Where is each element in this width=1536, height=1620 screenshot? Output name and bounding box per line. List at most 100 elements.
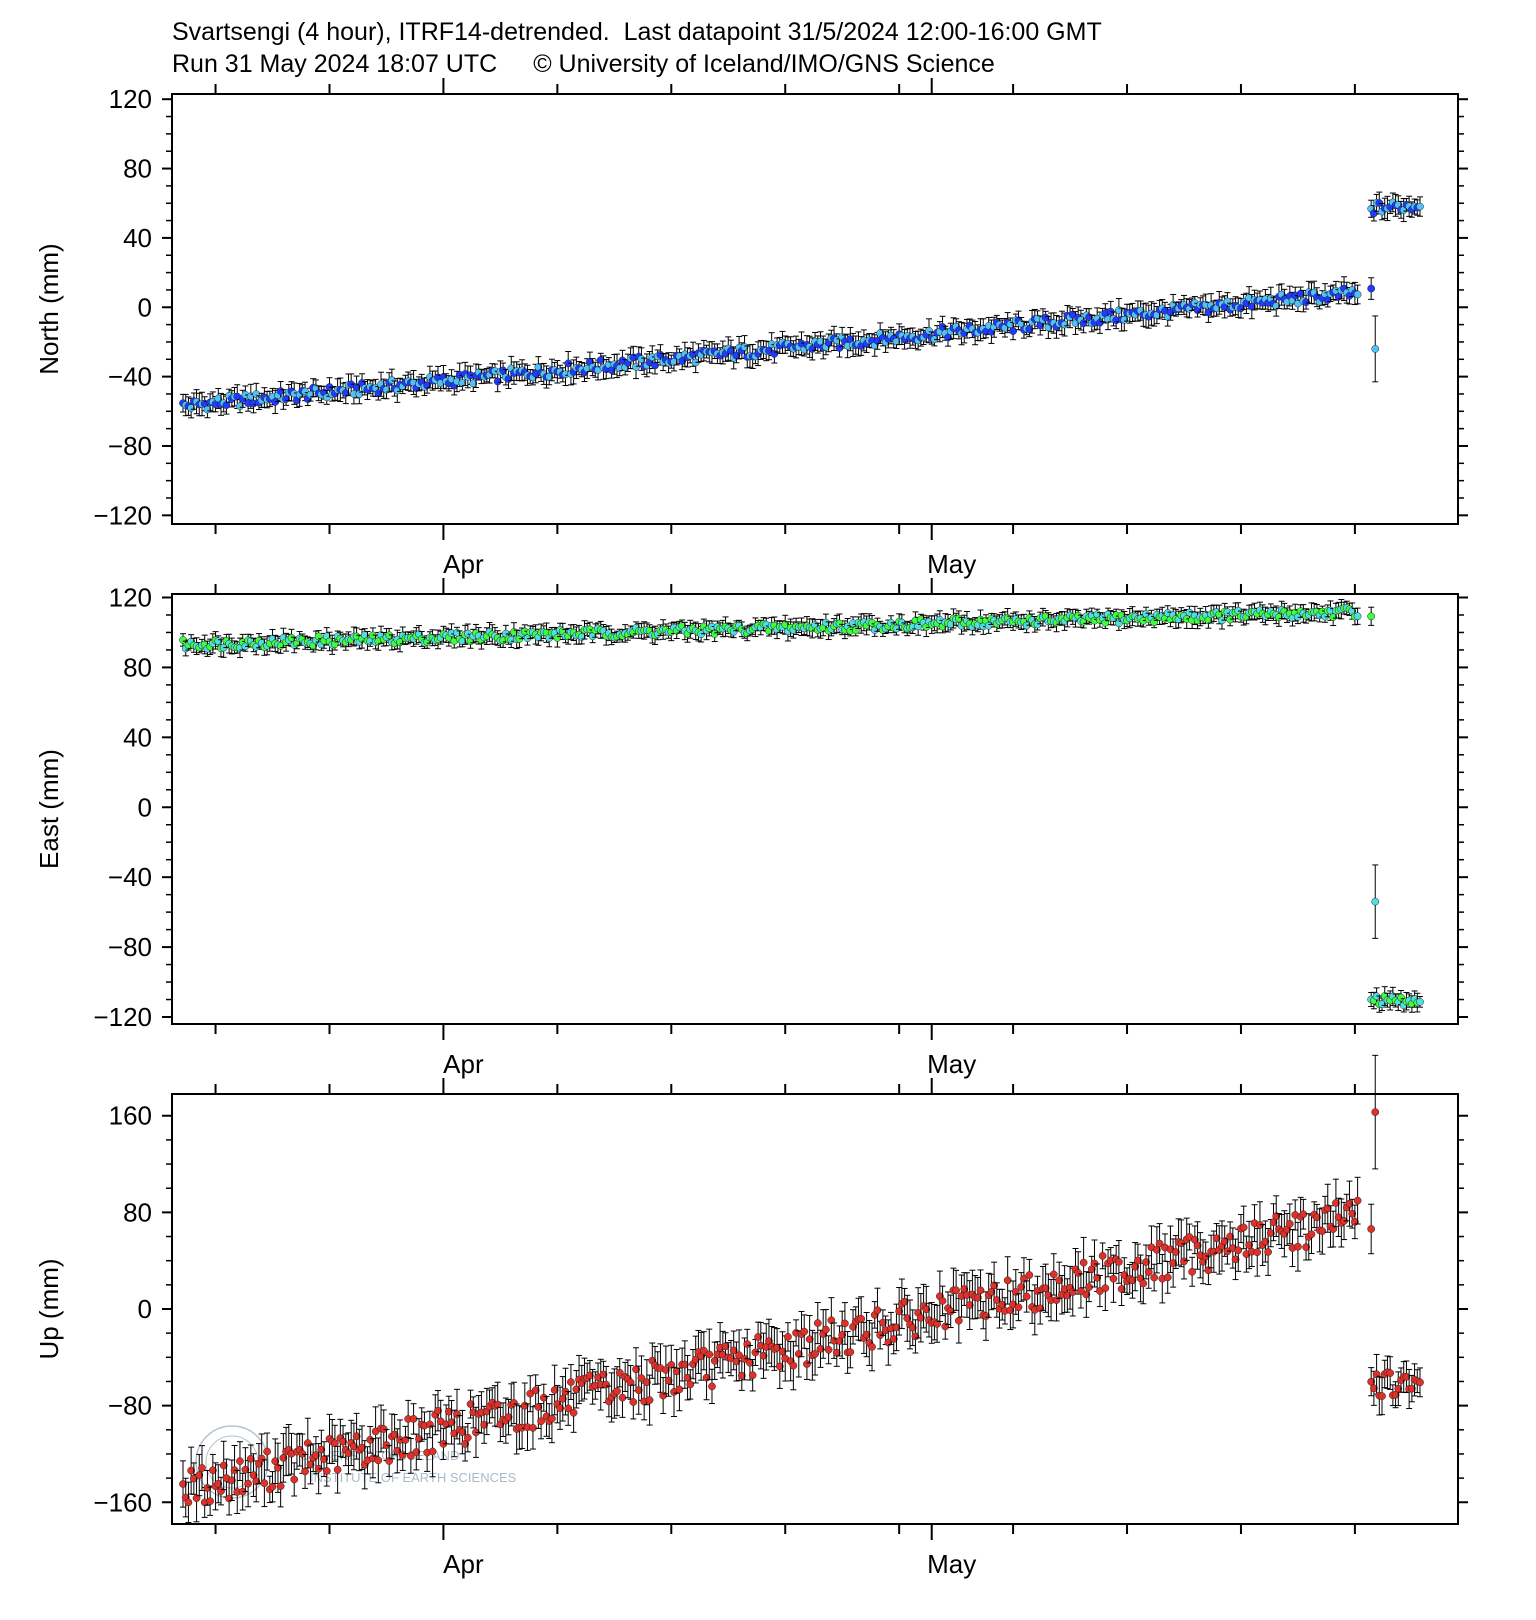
data-point <box>686 1380 695 1389</box>
data-point <box>813 1319 822 1327</box>
y-tick-label: 40 <box>123 223 152 253</box>
data-point <box>312 1451 320 1460</box>
data-point <box>1302 298 1310 307</box>
y-axis-title: East (mm) <box>34 749 64 869</box>
y-tick-label: 80 <box>123 652 152 682</box>
header-title-line: Svartsengi (4 hour), ITRF14-detrended. L… <box>172 18 1102 46</box>
data-point <box>184 1498 193 1507</box>
data-point <box>198 1464 206 1472</box>
data-point <box>244 1479 252 1488</box>
data-point <box>252 1477 261 1486</box>
data-point <box>740 343 749 351</box>
x-tick-label: May <box>927 549 976 579</box>
data-point <box>656 350 665 359</box>
data-point <box>857 1314 866 1323</box>
data-point <box>846 1348 855 1356</box>
plot-frame <box>171 593 1459 1025</box>
y-tick-label: 0 <box>138 292 152 322</box>
data-point <box>306 1460 315 1469</box>
y-tick-label: 160 <box>109 1101 152 1131</box>
data-point <box>548 1414 556 1423</box>
data-point <box>643 1378 651 1387</box>
data-point <box>463 1433 472 1442</box>
data-point <box>444 1407 453 1416</box>
data-point <box>298 1449 307 1458</box>
data-point <box>615 1368 624 1377</box>
data-point <box>634 1386 643 1395</box>
y-tick-label: 120 <box>109 582 152 612</box>
data-point <box>822 618 830 627</box>
data-point <box>331 640 339 649</box>
data-point <box>214 1479 223 1488</box>
data-point <box>699 1346 708 1355</box>
data-point <box>206 1497 214 1506</box>
data-point <box>678 357 686 365</box>
data-point <box>556 1404 564 1413</box>
data-point <box>352 383 361 391</box>
data-point <box>1416 997 1424 1006</box>
data-point <box>705 1350 714 1359</box>
y-tick-label: 80 <box>123 154 152 184</box>
data-point <box>735 1351 743 1360</box>
data-point <box>537 1417 545 1426</box>
data-point <box>407 1452 415 1460</box>
y-tick-label: −120 <box>93 500 152 530</box>
data-point <box>759 1351 768 1360</box>
data-point <box>841 1319 849 1328</box>
data-point <box>1397 993 1405 1002</box>
panel-east: 120 80 40 0 −40 −80 −120 Apr May East (mm) <box>34 578 1468 1079</box>
data-point <box>358 1443 366 1452</box>
outlier-point <box>1371 345 1380 353</box>
data-point <box>751 1348 760 1357</box>
data-point <box>632 363 640 371</box>
data-point <box>393 1446 402 1455</box>
data-point <box>260 1479 269 1488</box>
panel-up: 160 80 0 −80 −160 Apr May Up (mm) <box>34 1054 1468 1579</box>
data-point <box>374 1456 383 1465</box>
data-point <box>279 1454 288 1462</box>
x-tick-label: Apr <box>443 1549 484 1579</box>
data-point <box>366 1435 375 1444</box>
data-point <box>822 1325 830 1334</box>
data-point <box>219 1461 228 1470</box>
data-point <box>531 1386 540 1395</box>
data-point <box>662 1366 670 1374</box>
data-point <box>236 402 244 411</box>
data-point <box>667 1360 676 1369</box>
data-point <box>892 337 901 346</box>
y-tick-label: 80 <box>123 1197 152 1227</box>
data-point <box>276 1482 285 1490</box>
data-point <box>352 1432 361 1441</box>
y-tick-label: −40 <box>108 862 152 892</box>
y-tick-label: 120 <box>109 84 152 114</box>
data-point <box>317 1445 326 1454</box>
y-tick-label: 0 <box>138 1294 152 1324</box>
data-point <box>412 1448 421 1456</box>
data-point <box>737 1371 746 1380</box>
data-point <box>895 1307 904 1316</box>
data-point <box>350 1442 358 1451</box>
data-point <box>754 1333 762 1341</box>
data-point <box>892 1323 901 1332</box>
data-point <box>729 1346 738 1355</box>
data-point <box>271 1457 280 1466</box>
data-point <box>195 1471 204 1479</box>
data-point <box>708 1382 716 1391</box>
data-point <box>187 1466 195 1475</box>
x-tick-label: Apr <box>443 549 484 579</box>
x-tick-label: May <box>927 1549 976 1579</box>
data-point <box>1416 202 1424 211</box>
y-tick-label: −80 <box>108 1391 152 1421</box>
copyright-text: © University of Iceland/IMO/GNS Science <box>533 50 995 78</box>
data-point <box>637 1374 646 1382</box>
data-point <box>922 1305 931 1314</box>
data-point <box>626 1378 635 1387</box>
chart-header: Svartsengi (4 hour), ITRF14-detrended. L… <box>172 16 1102 80</box>
data-point <box>862 1330 871 1339</box>
y-tick-label: −80 <box>108 431 152 461</box>
data-point <box>550 1386 559 1394</box>
y-tick-label: −40 <box>108 362 152 392</box>
data-point <box>545 372 554 381</box>
data-point <box>263 1447 271 1456</box>
data-point <box>838 1330 847 1339</box>
